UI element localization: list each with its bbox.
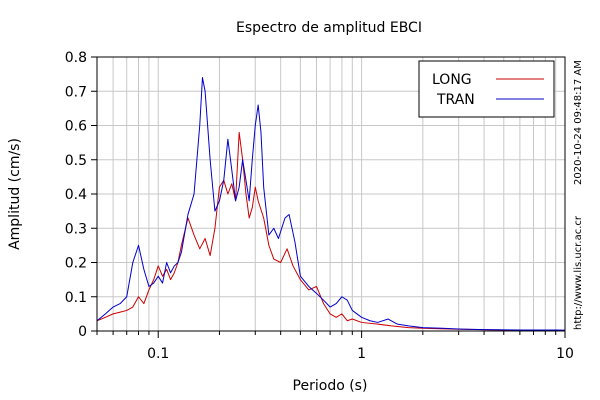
series-line-tran [96, 77, 566, 331]
url-text: http://www.lis.ucr.ac.cr [573, 215, 584, 330]
tick-group: 0 0.1 0.2 0.3 0.4 0.5 0.6 0.7 0.8 0.1 1 10 [65, 50, 574, 362]
series-group [96, 77, 566, 331]
legend-box [418, 60, 555, 118]
y-tick-label: 0 [78, 324, 87, 340]
legend: LONG TRAN [418, 60, 555, 118]
y-tick-label: 0.4 [65, 187, 87, 203]
legend-label-long: LONG [432, 72, 472, 88]
y-tick-label: 0.7 [65, 84, 87, 100]
timestamp-text: 2020-10-24 09:48:17 AM [573, 60, 584, 185]
y-axis-label: Amplitud (cm/s) [7, 138, 23, 250]
legend-label-tran: TRAN [436, 92, 475, 108]
y-tick-label: 0.6 [65, 119, 87, 135]
x-tick-label: 1 [357, 346, 366, 362]
y-tick-label: 0.8 [65, 50, 87, 66]
y-tick-label: 0.3 [65, 221, 87, 237]
y-tick-label: 0.5 [65, 153, 87, 169]
series-line-long [96, 131, 565, 331]
chart-title: Espectro de amplitud EBCI [236, 20, 422, 36]
y-tick-label: 0.1 [65, 290, 87, 306]
x-tick-label: 0.1 [147, 346, 169, 362]
x-tick-label: 10 [556, 346, 574, 362]
x-axis-label: Periodo (s) [293, 378, 368, 394]
y-tick-label: 0.2 [65, 256, 87, 272]
